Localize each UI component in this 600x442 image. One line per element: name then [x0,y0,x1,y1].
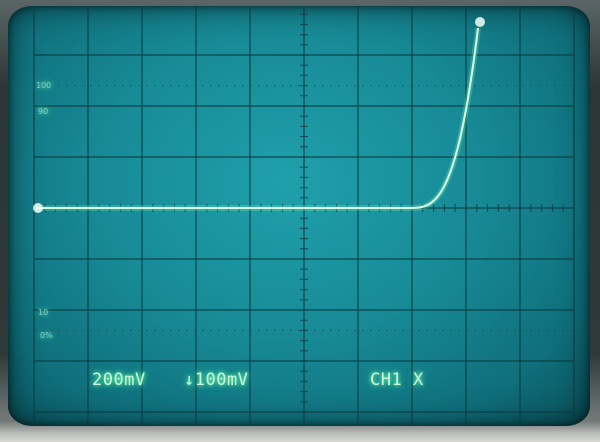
marker-0: 0% [40,331,53,340]
marker-90: 90 [38,107,49,116]
trace-bright-spot [33,203,43,213]
trace-line [36,27,479,209]
crt-screen: 100 90 10 0% 200mV ↓100mV CH1 X [8,6,590,426]
ch1-scale-readout: 200mV [92,370,146,390]
marker-100: 100 [36,81,52,90]
mode-readout: CH1 X [370,370,424,390]
marker-10: 10 [38,308,49,317]
graticule-grid [33,6,575,426]
screen-readout: 100 90 10 0% 200mV ↓100mV CH1 X [8,6,590,426]
ch2-scale-readout: ↓100mV [184,370,249,390]
trace-bright-spot [475,17,485,27]
